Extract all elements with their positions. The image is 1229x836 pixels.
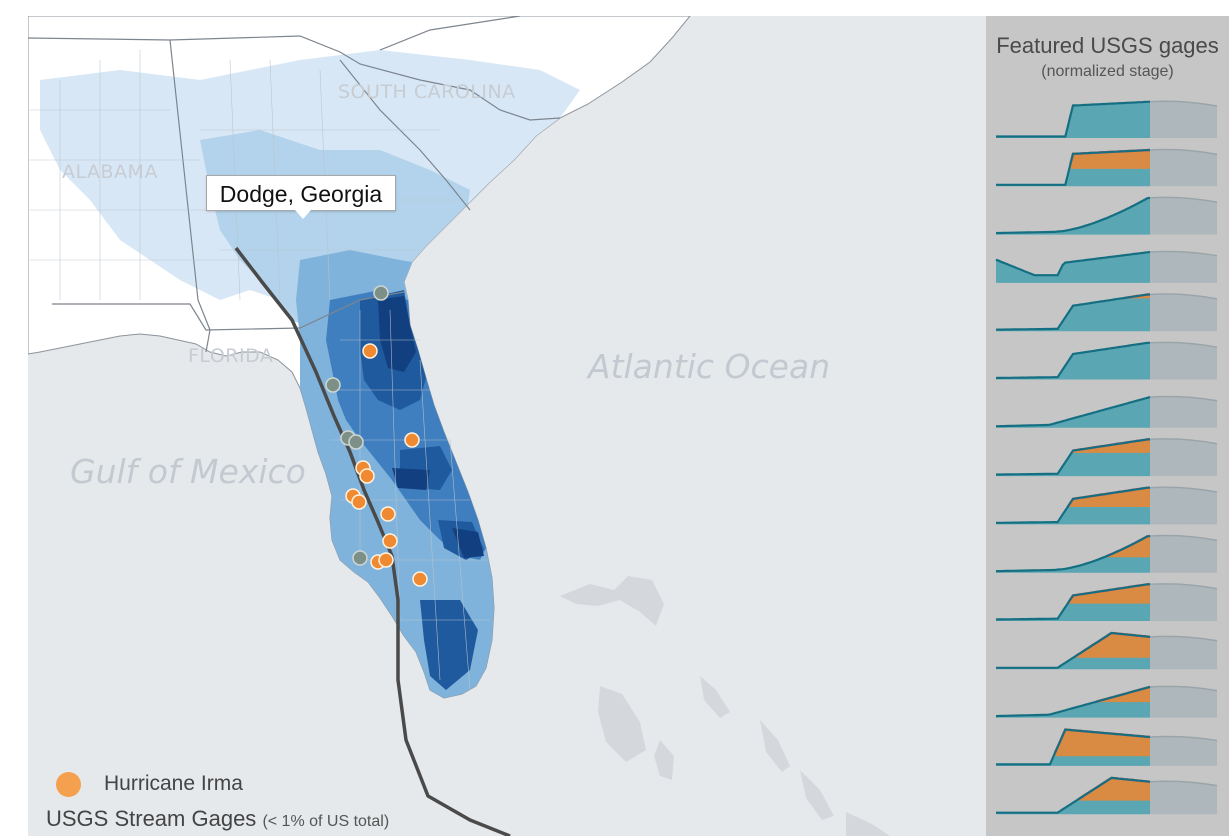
gage-marker-flooding[interactable] xyxy=(383,534,397,548)
gage-stage-area xyxy=(996,295,1150,332)
legend-gages-note: (< 1% of US total) xyxy=(262,813,389,830)
gage-forecast-area xyxy=(1150,294,1217,331)
gage-stage-area xyxy=(996,343,1150,380)
gage-forecast-area xyxy=(1150,487,1217,524)
location-tooltip: Dodge, Georgia xyxy=(206,175,396,211)
gage-stage-area xyxy=(996,687,1150,718)
gage-forecast-area xyxy=(1150,197,1217,234)
gage-marker[interactable] xyxy=(326,378,340,392)
hurricane-dot-icon xyxy=(56,772,81,797)
gage-sparklines xyxy=(986,16,1229,836)
gulf-of-mexico-label: Gulf of Mexico xyxy=(70,452,306,491)
gage-stage-area xyxy=(996,397,1150,428)
gage-forecast-area xyxy=(1150,342,1217,379)
gage-marker-flooding[interactable] xyxy=(413,572,427,586)
gage-marker-flooding[interactable] xyxy=(363,344,377,358)
gage-marker[interactable] xyxy=(374,286,388,300)
gage-forecast-area xyxy=(1150,439,1217,476)
legend-stream-gages: USGS Stream Gages (< 1% of US total) xyxy=(46,806,389,832)
state-label-alabama: ALABAMA xyxy=(62,161,158,183)
gage-forecast-area xyxy=(1150,584,1217,621)
gage-forecast-area xyxy=(1150,781,1217,814)
gage-marker-flooding[interactable] xyxy=(381,507,395,521)
featured-gages-panel: Featured USGS gages (normalized stage) xyxy=(986,16,1229,836)
gage-forecast-area xyxy=(1150,536,1217,573)
gage-forecast-area xyxy=(1150,736,1217,765)
gage-stage-area xyxy=(996,252,1150,283)
state-label-florida: FLORIDA xyxy=(188,345,273,367)
gage-forecast-area xyxy=(1150,636,1217,669)
atlantic-ocean-label: Atlantic Ocean xyxy=(586,347,830,386)
gage-forecast-area xyxy=(1150,101,1217,138)
legend-gages-label: USGS Stream Gages xyxy=(46,806,256,831)
gage-marker-flooding[interactable] xyxy=(352,495,366,509)
gage-forecast-area xyxy=(1150,149,1217,186)
gage-marker-flooding[interactable] xyxy=(379,553,393,567)
gage-forecast-area xyxy=(1150,397,1217,428)
gage-marker-flooding[interactable] xyxy=(405,433,419,447)
gage-marker-flooding[interactable] xyxy=(360,469,374,483)
gage-marker[interactable] xyxy=(349,435,363,449)
gage-marker[interactable] xyxy=(353,551,367,565)
legend-irma-label: Hurricane Irma xyxy=(104,772,243,796)
state-label-south-carolina: SOUTH CAROLINA xyxy=(338,81,516,103)
gage-forecast-area xyxy=(1150,251,1217,282)
gage-forecast-area xyxy=(1150,686,1217,717)
